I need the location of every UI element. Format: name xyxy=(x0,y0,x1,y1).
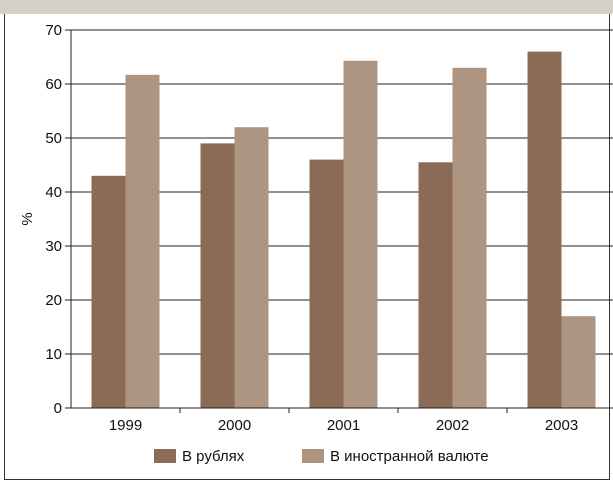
bar-rub-2002 xyxy=(418,162,453,408)
y-tick-label: 10 xyxy=(45,346,62,363)
x-tick-label: 1999 xyxy=(109,417,142,434)
x-tick-label: 2000 xyxy=(218,417,251,434)
y-axis-title: % xyxy=(19,212,36,225)
clipped-title-band xyxy=(0,0,613,14)
y-tick-label: 30 xyxy=(45,238,62,255)
bar-fx-1999 xyxy=(125,74,160,408)
y-tick-label: 0 xyxy=(54,400,62,417)
axes xyxy=(70,30,613,409)
legend-swatch xyxy=(302,449,324,463)
y-tick-label: 70 xyxy=(45,22,62,39)
y-tick-label: 40 xyxy=(45,184,62,201)
legend: В рублях В иностранной валюте xyxy=(154,448,489,465)
bar-rub-2001 xyxy=(309,159,344,408)
legend-label: В рублях xyxy=(182,448,245,465)
bar-rub-1999 xyxy=(91,175,126,408)
bar-rub-2000 xyxy=(200,143,235,408)
x-tick-label: 2002 xyxy=(436,417,469,434)
x-tick-label: 2001 xyxy=(327,417,360,434)
x-ticks: 1999 2000 2001 2002 2003 xyxy=(109,408,578,434)
bar-fx-2000 xyxy=(234,127,269,408)
bar-fx-2003 xyxy=(561,316,596,408)
bars xyxy=(91,51,596,409)
bar-fx-2001 xyxy=(343,60,378,408)
legend-swatch xyxy=(154,449,176,463)
bar-fx-2002 xyxy=(452,67,487,409)
x-tick-label: 2003 xyxy=(545,417,578,434)
bar-rub-2003 xyxy=(527,51,562,408)
y-tick-label: 20 xyxy=(45,292,62,309)
y-tick-label: 50 xyxy=(45,130,62,147)
legend-label: В иностранной валюте xyxy=(330,448,489,465)
y-tick-label: 60 xyxy=(45,76,62,93)
y-ticks: 0 10 20 30 40 50 60 70 xyxy=(45,22,71,417)
